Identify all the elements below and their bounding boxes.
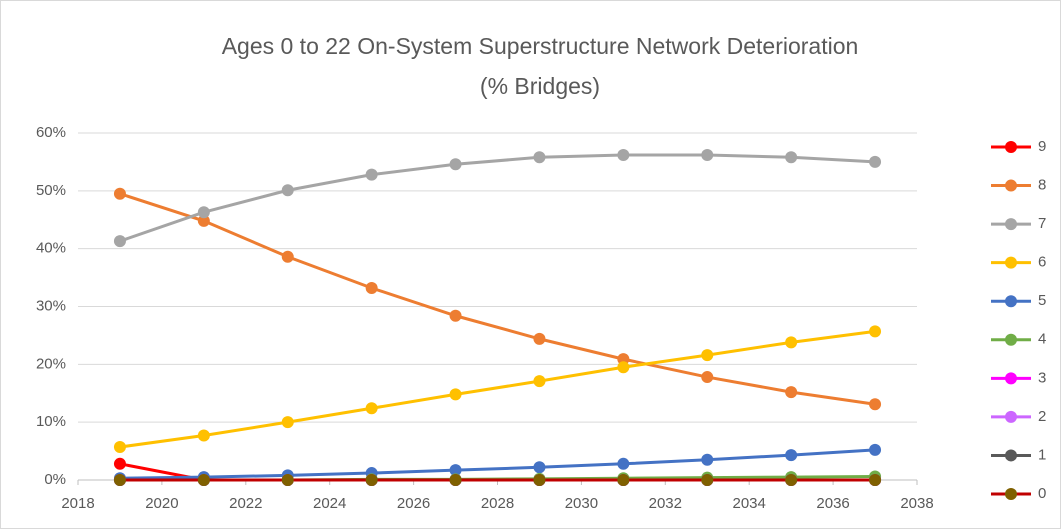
- data-point: [281, 416, 294, 429]
- x-tick-label: 2034: [733, 495, 766, 512]
- data-point: [449, 474, 462, 486]
- legend-label: 7: [1038, 215, 1046, 232]
- series-line: [119, 192, 876, 406]
- data-point: [785, 386, 798, 399]
- x-tick-label: 2022: [229, 495, 262, 512]
- x-tick-label: 2038: [900, 495, 933, 512]
- legend-label: 4: [1038, 331, 1046, 348]
- data-point: [701, 371, 714, 384]
- x-tick-label: 2028: [481, 495, 514, 512]
- data-point: [701, 349, 714, 362]
- data-point: [365, 474, 378, 486]
- y-tick-label: 30%: [36, 297, 66, 314]
- data-point: [869, 443, 882, 456]
- data-point: [113, 235, 126, 248]
- y-tick-label: 60%: [36, 124, 66, 141]
- y-tick-label: 10%: [36, 413, 66, 430]
- data-point: [449, 464, 462, 477]
- data-point: [365, 281, 378, 294]
- chart-title: Ages 0 to 22 On-System Superstructure Ne…: [222, 33, 859, 59]
- x-tick-label: 2020: [145, 495, 178, 512]
- data-point: [617, 474, 630, 486]
- y-tick-label: 0%: [44, 471, 66, 488]
- x-tick-label: 2032: [649, 495, 682, 512]
- data-point: [197, 206, 210, 219]
- x-tick-label: 2036: [816, 495, 849, 512]
- data-point: [701, 453, 714, 466]
- series-line: [119, 448, 876, 480]
- data-point: [113, 457, 126, 470]
- data-point: [785, 449, 798, 462]
- data-point: [785, 151, 798, 164]
- series-line: [119, 153, 876, 243]
- x-tick-label: 2024: [313, 495, 346, 512]
- data-point: [701, 474, 714, 486]
- legend-label: 5: [1038, 292, 1046, 309]
- data-point: [365, 402, 378, 415]
- legend-label: 6: [1038, 254, 1046, 271]
- data-point: [533, 474, 546, 486]
- data-point: [869, 155, 882, 168]
- data-point: [449, 309, 462, 322]
- data-point: [785, 474, 798, 486]
- data-point: [449, 158, 462, 171]
- data-point: [869, 398, 882, 411]
- data-point: [869, 325, 882, 338]
- data-point: [281, 250, 294, 263]
- legend-marker: [1005, 218, 1017, 231]
- y-tick-label: 20%: [36, 355, 66, 372]
- x-tick-label: 2026: [397, 495, 430, 512]
- legend-marker: [1005, 488, 1017, 500]
- legend-marker: [1005, 333, 1017, 346]
- data-point: [113, 474, 126, 486]
- data-point: [365, 168, 378, 181]
- data-point: [113, 441, 126, 454]
- y-tick-label: 40%: [36, 240, 66, 257]
- data-point: [785, 336, 798, 349]
- legend-marker: [1005, 141, 1017, 153]
- data-point: [533, 332, 546, 345]
- y-tick-label: 50%: [36, 182, 66, 199]
- data-point: [701, 148, 714, 161]
- data-point: [617, 148, 630, 161]
- data-point: [617, 457, 630, 470]
- legend-marker: [1005, 179, 1017, 192]
- data-point: [113, 187, 126, 200]
- legend-label: 3: [1038, 369, 1046, 386]
- legend-label: 0: [1038, 485, 1046, 502]
- data-point: [869, 474, 882, 486]
- x-tick-label: 2030: [565, 495, 598, 512]
- legend-label: 9: [1038, 138, 1046, 155]
- legend-label: 1: [1038, 446, 1046, 463]
- legend-marker: [1005, 372, 1017, 385]
- data-point: [617, 361, 630, 374]
- legend-label: 8: [1038, 177, 1046, 194]
- data-point: [533, 375, 546, 388]
- data-point: [281, 474, 294, 486]
- data-point: [533, 151, 546, 164]
- x-tick-label: 2018: [61, 495, 94, 512]
- data-point: [197, 429, 210, 442]
- chart-title: (% Bridges): [480, 73, 600, 99]
- data-point: [281, 184, 294, 197]
- legend-label: 2: [1038, 408, 1046, 425]
- data-point: [197, 214, 210, 227]
- data-point: [533, 461, 546, 474]
- legend-marker: [1005, 295, 1017, 308]
- legend-marker: [1005, 256, 1017, 269]
- legend-marker: [1005, 410, 1017, 423]
- data-point: [449, 388, 462, 401]
- series-line: [119, 329, 876, 449]
- legend-marker: [1005, 449, 1017, 462]
- data-point: [197, 474, 210, 486]
